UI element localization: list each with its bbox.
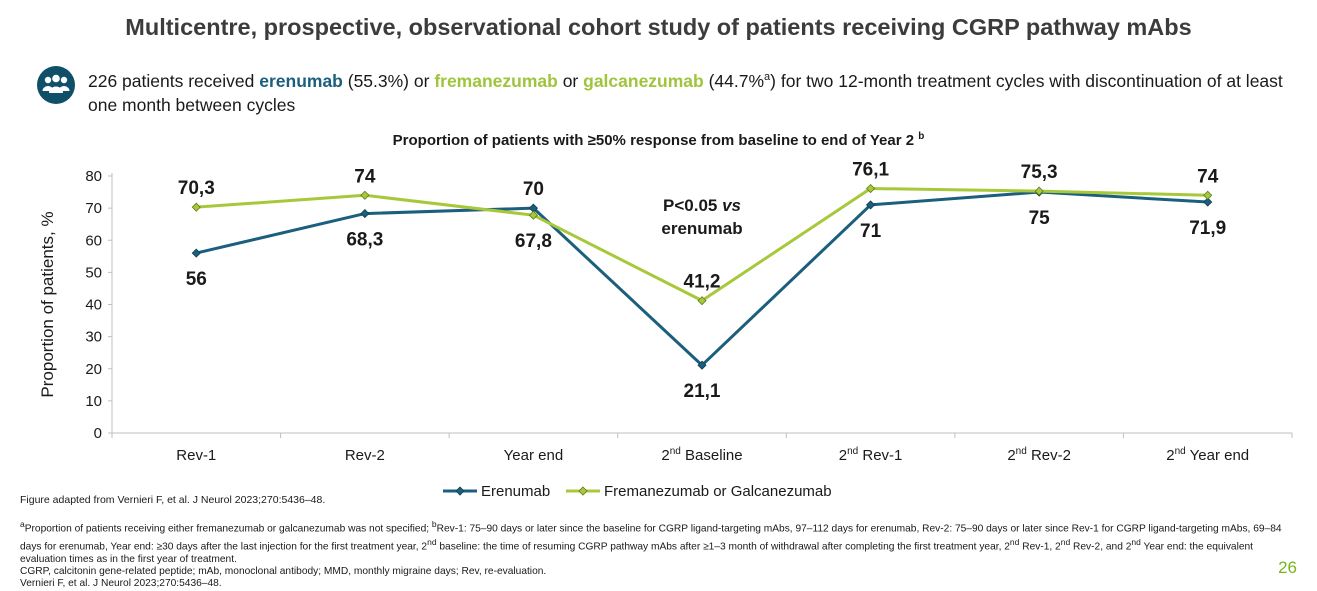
data-point <box>1203 190 1213 200</box>
drug-erenumab: erenumab <box>259 70 343 91</box>
footnote-text: Rev-1, 2 <box>1019 541 1061 553</box>
significance-annotation: erenumab <box>661 219 742 238</box>
y-tick-label: 30 <box>85 329 102 346</box>
summary-text: (55.3%) or <box>342 70 435 91</box>
data-point <box>360 209 370 219</box>
footnotes: aProportion of patients receiving either… <box>20 518 1290 591</box>
data-label: 21,1 <box>684 381 721 402</box>
page-number: 26 <box>1278 558 1297 577</box>
ordinal-suffix: nd <box>1009 536 1020 547</box>
figure-source: Figure adapted from Vernieri F, et al. J… <box>20 494 326 506</box>
data-label: 70,3 <box>178 178 215 199</box>
data-label: 67,8 <box>515 231 552 252</box>
footnote-marker: b <box>918 131 925 142</box>
data-label: 75 <box>1029 208 1051 229</box>
x-tick-label: 2nd Baseline <box>661 446 742 464</box>
summary-text: 226 patients received <box>88 70 260 91</box>
y-tick-label: 0 <box>94 425 102 442</box>
data-label: 74 <box>354 166 376 187</box>
data-point <box>1203 197 1213 207</box>
chart-title-text: Proportion of patients with ≥50% respons… <box>392 132 915 149</box>
ordinal-suffix: nd <box>1131 536 1141 547</box>
x-tick-label: 2nd Year end <box>1166 446 1249 464</box>
legend-marker <box>578 486 588 496</box>
footnote-definitions: aProportion of patients receiving either… <box>20 518 1290 566</box>
chart-title: Proportion of patients with ≥50% respons… <box>0 131 1317 149</box>
data-label: 76,1 <box>852 160 889 181</box>
people-group-icon <box>37 66 75 104</box>
footnote-text: Rev-2, and 2 <box>1070 541 1132 553</box>
data-label: 74 <box>1197 166 1219 187</box>
x-tick-label: 2nd Rev-1 <box>839 446 903 464</box>
data-point <box>1034 186 1044 196</box>
y-tick-label: 40 <box>85 297 102 314</box>
data-point <box>697 296 707 306</box>
reference: Vernieri F, et al. J Neurol 2023;270:543… <box>20 578 222 590</box>
significance-annotation: P<0.05 vs <box>663 196 741 215</box>
footnote-text: baseline: the time of resuming CGRP path… <box>436 541 1010 553</box>
y-tick-label: 50 <box>85 264 102 281</box>
ordinal-suffix: nd <box>427 536 437 547</box>
data-point <box>697 360 707 370</box>
footnote-text: Year end: the equivalent evaluation time… <box>20 541 1253 565</box>
data-label: 70 <box>523 179 544 200</box>
legend-label: Fremanezumab or Galcanezumab <box>604 483 832 500</box>
data-label: 75,3 <box>1021 162 1058 183</box>
data-label: 71,9 <box>1189 218 1226 239</box>
y-tick-label: 80 <box>85 168 102 185</box>
slide-title: Multicentre, prospective, observational … <box>125 14 1192 40</box>
data-label: 41,2 <box>684 272 721 293</box>
data-point <box>191 248 201 258</box>
footnote-text: Rev-1: 75–90 days or later since the bas… <box>20 523 1282 553</box>
x-tick-label: Rev-2 <box>345 447 385 464</box>
data-label: 68,3 <box>346 230 383 251</box>
data-point <box>866 200 876 210</box>
data-point <box>866 183 876 194</box>
y-tick-label: 60 <box>85 232 102 249</box>
y-tick-label: 70 <box>85 200 102 217</box>
footnote-marker: b <box>431 519 437 529</box>
data-label: 71 <box>860 221 882 242</box>
x-tick-label: Rev-1 <box>176 447 216 464</box>
drug-fremanezumab: fremanezumab <box>434 70 558 91</box>
study-summary: 226 patients received erenumab (55.3%) o… <box>88 65 1288 117</box>
data-point <box>191 202 201 212</box>
summary-text: ) for two 12-month treatment cycles with… <box>88 70 1283 115</box>
ordinal-suffix: nd <box>1060 536 1071 547</box>
data-point <box>360 190 370 200</box>
x-tick-label: Year end <box>504 447 564 464</box>
data-point <box>528 210 538 220</box>
legend-marker <box>455 486 465 496</box>
y-tick-label: 10 <box>85 393 102 410</box>
footnote-marker: a <box>764 71 771 83</box>
abbreviations: CGRP, calcitonin gene-related peptide; m… <box>20 566 547 577</box>
footnote-marker: a <box>20 519 25 529</box>
data-label: 56 <box>186 269 207 290</box>
footnote-text: Proportion of patients receiving either … <box>24 523 432 535</box>
legend-label: Erenumab <box>481 483 550 500</box>
summary-text: or <box>557 70 584 91</box>
y-tick-label: 20 <box>85 361 102 378</box>
y-axis-label: Proportion of patients, % <box>38 211 57 397</box>
summary-text: (44.7% <box>703 70 765 91</box>
x-tick-label: 2nd Rev-2 <box>1007 446 1071 464</box>
drug-galcanezumab: galcanezumab <box>583 70 704 91</box>
